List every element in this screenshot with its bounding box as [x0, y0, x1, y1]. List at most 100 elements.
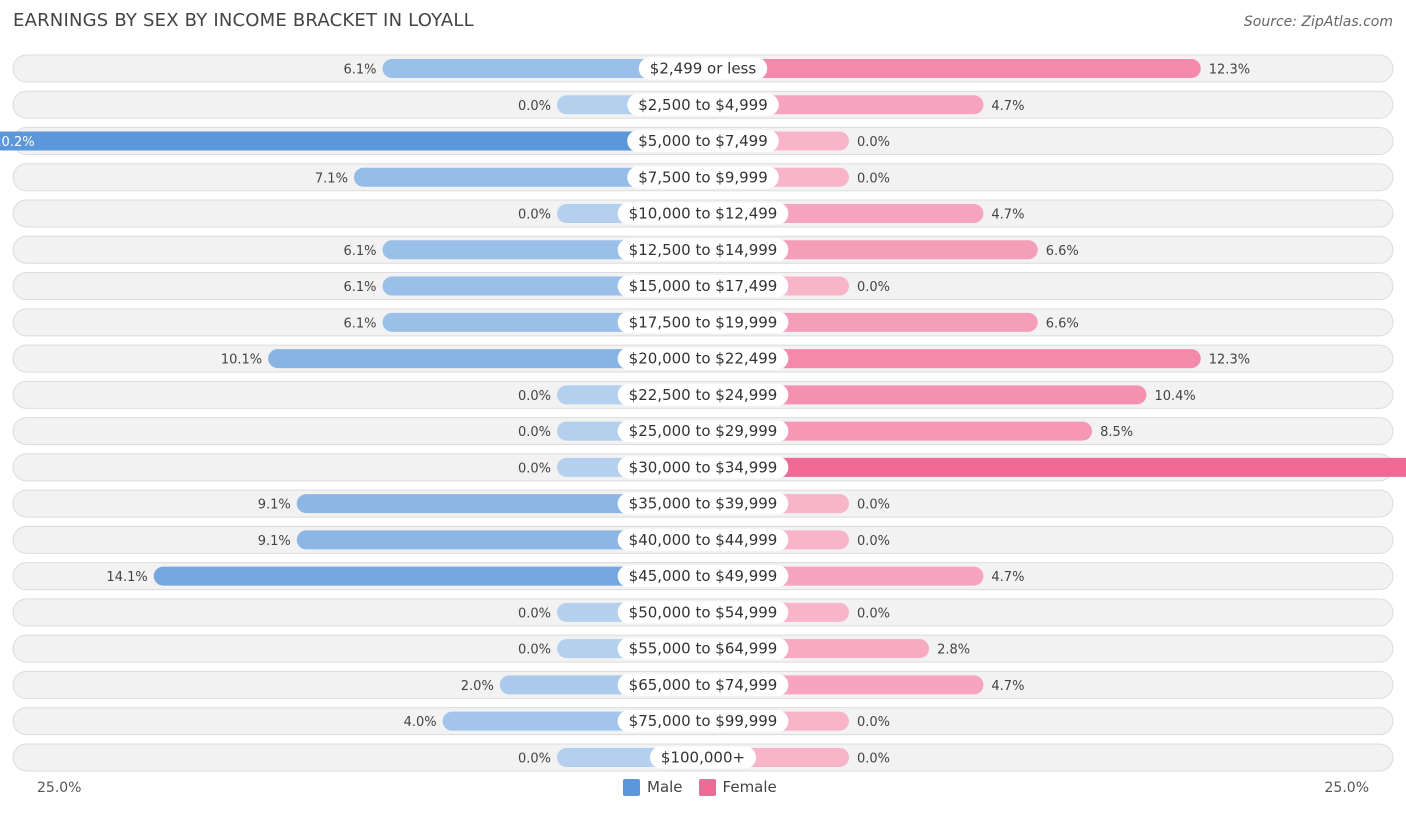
male-value-label: 10.1% [221, 353, 262, 368]
male-bar [153, 566, 704, 586]
male-value-label: 14.1% [106, 570, 147, 585]
category-label-background [617, 420, 789, 443]
axis-label-left: 25.0% [37, 780, 82, 796]
legend-swatch-female [698, 778, 716, 796]
female-value-label: 6.6% [1046, 316, 1079, 331]
female-value-label: 4.7% [991, 570, 1024, 585]
female-value-label: 0.0% [857, 751, 890, 766]
female-value-label: 4.7% [991, 208, 1024, 223]
female-value-label: 12.3% [1209, 353, 1250, 368]
female-value-label: 0.0% [857, 534, 890, 549]
legend-item-female: Female [698, 778, 777, 796]
category-label-background [617, 347, 789, 370]
female-value-label: 4.7% [991, 99, 1024, 114]
category-label: $15,000 to $17,499 [629, 277, 778, 295]
male-value-label: 6.1% [344, 63, 377, 78]
category-label: $55,000 to $64,999 [629, 640, 778, 658]
female-bar [703, 457, 1406, 477]
female-value-label: 0.0% [857, 606, 890, 621]
legend-label-female: Female [722, 778, 777, 796]
category-label: $40,000 to $44,999 [629, 531, 778, 549]
male-bar [382, 59, 703, 78]
male-value-label: 4.0% [404, 715, 437, 730]
category-label-background [617, 202, 789, 225]
category-label-background [617, 383, 789, 406]
male-bar [0, 131, 703, 151]
category-label-background [627, 166, 779, 189]
category-label-background [617, 238, 789, 261]
category-label: $50,000 to $54,999 [629, 603, 778, 621]
male-value-label: 6.1% [344, 280, 377, 295]
category-label-background [617, 710, 789, 733]
female-bar [703, 59, 1201, 78]
category-label: $35,000 to $39,999 [629, 495, 778, 513]
category-label-background [617, 528, 789, 551]
female-value-label: 4.7% [991, 679, 1024, 694]
male-value-label: 0.0% [518, 208, 551, 223]
male-value-label: 0.0% [518, 389, 551, 404]
category-label: $65,000 to $74,999 [629, 676, 778, 694]
category-label: $2,499 or less [650, 60, 757, 78]
male-value-label: 6.1% [344, 244, 377, 259]
category-label-background [627, 130, 779, 153]
category-label-background [617, 637, 789, 660]
category-label-background [617, 673, 789, 696]
category-label: $7,500 to $9,999 [638, 168, 768, 186]
category-label: $20,000 to $22,499 [629, 350, 778, 368]
male-value-label: 0.0% [518, 606, 551, 621]
category-label: $5,000 to $7,499 [638, 132, 768, 150]
category-label: $10,000 to $12,499 [629, 205, 778, 223]
category-label-background [617, 601, 789, 624]
male-value-label: 6.1% [344, 316, 377, 331]
female-value-label: 8.5% [1100, 425, 1133, 440]
legend-label-male: Male [647, 778, 683, 796]
male-value-label: 0.0% [518, 751, 551, 766]
category-label-background [617, 565, 789, 588]
category-label-background [649, 746, 757, 769]
legend: Male Female [623, 778, 793, 796]
category-label-background [638, 57, 768, 80]
male-value-label: 0.0% [518, 643, 551, 658]
axis-label-right: 25.0% [1324, 780, 1369, 796]
male-bar [353, 167, 703, 187]
female-value-label: 12.3% [1209, 63, 1250, 78]
female-value-label: 0.0% [857, 135, 890, 150]
bar-chart: $2,499 or less 6.1% 12.3% $2,500 to $4,999 0… [0, 54, 1406, 772]
female-value-label: 0.0% [857, 171, 890, 186]
category-label: $25,000 to $29,999 [629, 422, 778, 440]
category-label-background [617, 311, 789, 334]
female-value-label: 6.6% [1046, 244, 1079, 259]
male-value-label: 0.0% [518, 425, 551, 440]
category-label-background [617, 492, 789, 515]
male-bar [296, 494, 703, 514]
category-label: $22,500 to $24,999 [629, 386, 778, 404]
chart-title: EARNINGS BY SEX BY INCOME BRACKET IN LOY… [13, 10, 474, 31]
category-label-background [627, 93, 779, 116]
female-bar [703, 385, 1147, 405]
male-bar [296, 530, 703, 550]
category-label: $2,500 to $4,999 [638, 96, 768, 114]
male-value-label: 9.1% [258, 498, 291, 513]
legend-swatch-male [623, 778, 640, 796]
female-value-label: 0.0% [857, 498, 890, 513]
legend-item-male: Male [623, 778, 683, 796]
female-value-label: 0.0% [857, 715, 890, 730]
category-label: $75,000 to $99,999 [629, 712, 778, 730]
category-label: $17,500 to $19,999 [629, 313, 778, 331]
category-label-background [617, 275, 789, 298]
male-value-label: 7.1% [315, 171, 348, 186]
category-label: $30,000 to $34,999 [629, 458, 778, 476]
category-label-background [617, 456, 789, 479]
male-value-label: 0.0% [518, 461, 551, 476]
female-value-label: 2.8% [937, 643, 970, 658]
category-label: $45,000 to $49,999 [629, 567, 778, 585]
male-value-label: 2.0% [461, 679, 494, 694]
chart-source: Source: ZipAtlas.com [1243, 14, 1393, 30]
female-bar [703, 349, 1201, 369]
male-bar [268, 349, 703, 369]
female-bar [703, 421, 1093, 441]
category-label: $12,500 to $14,999 [629, 241, 778, 259]
male-value-label: 20.2% [0, 135, 35, 150]
male-value-label: 9.1% [258, 534, 291, 549]
category-label: $100,000+ [661, 748, 745, 766]
